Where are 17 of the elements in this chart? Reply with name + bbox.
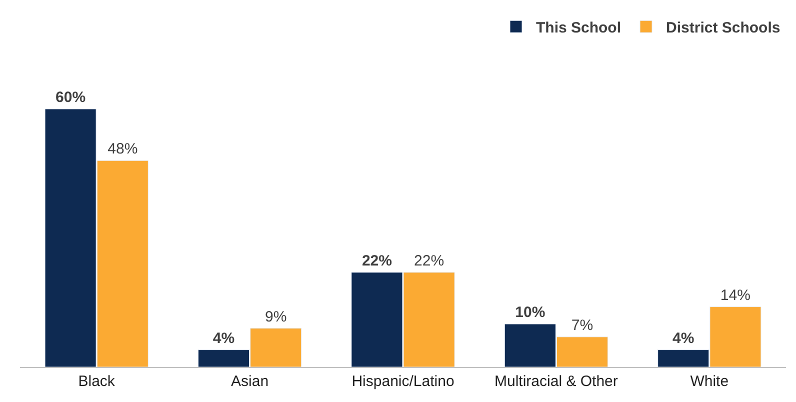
data-label: 10% <box>515 304 546 321</box>
data-label: 48% <box>108 140 138 158</box>
data-label: 60% <box>56 88 86 106</box>
x-tick-label: Hispanic/Latino <box>352 373 454 390</box>
data-label: 14% <box>720 286 750 304</box>
data-label: 4% <box>672 330 694 347</box>
x-tick-label: Black <box>78 373 116 390</box>
data-label: 22% <box>362 252 392 270</box>
x-tick-label: White <box>690 373 729 390</box>
legend-label: This School <box>536 19 622 36</box>
data-label: 7% <box>571 316 594 334</box>
legend-label: District Schools <box>666 19 780 36</box>
data-label: 4% <box>212 330 235 347</box>
data-label: 9% <box>265 308 287 326</box>
x-tick-label: Multiracial & Other <box>494 373 618 390</box>
x-tick-label: Asian <box>231 373 269 390</box>
data-label: 22% <box>414 252 444 270</box>
